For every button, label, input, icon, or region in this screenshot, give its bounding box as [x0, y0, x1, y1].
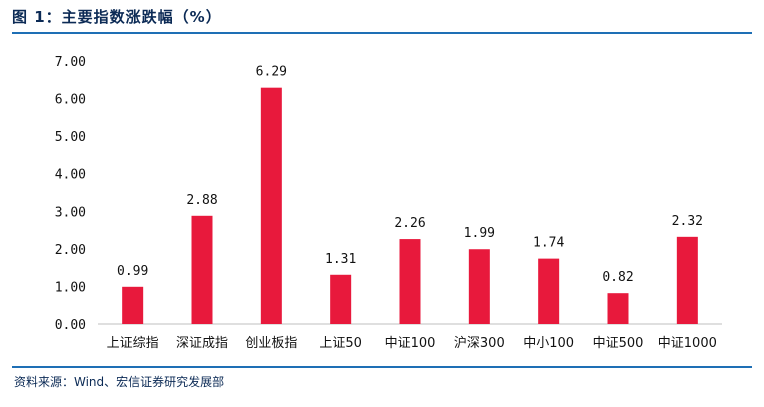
x-tick-label: 中证100 — [385, 336, 436, 351]
x-tick-label: 深证成指 — [176, 336, 228, 351]
bar — [676, 236, 698, 324]
bar — [468, 249, 490, 324]
x-tick-label: 中小100 — [523, 336, 574, 351]
figure-title: 图 1：主要指数涨跌幅（%） — [12, 8, 222, 26]
y-tick-label: 4.00 — [55, 168, 86, 183]
data-label: 2.88 — [186, 193, 217, 208]
x-tick-label: 沪深300 — [454, 335, 505, 351]
data-label: 6.29 — [256, 65, 287, 80]
bar — [330, 274, 352, 324]
data-label: 0.82 — [602, 270, 633, 285]
y-tick-label: 7.00 — [55, 55, 86, 70]
y-tick-label: 2.00 — [55, 243, 86, 258]
x-tick-label: 上证50 — [319, 336, 362, 351]
source-divider — [12, 366, 752, 368]
data-label: 1.99 — [464, 226, 495, 241]
source-note: 资料来源：Wind、宏信证券研究发展部 — [14, 375, 225, 389]
bar — [538, 258, 560, 324]
bar — [260, 87, 282, 324]
x-tick-label: 创业板指 — [245, 336, 297, 351]
bar — [191, 215, 213, 324]
y-tick-label: 6.00 — [55, 93, 86, 108]
x-tick-label: 上证综指 — [107, 336, 159, 351]
data-label: 1.74 — [533, 236, 564, 251]
bar — [607, 293, 629, 324]
y-tick-label: 5.00 — [55, 130, 86, 145]
y-tick-label: 0.00 — [55, 318, 86, 333]
data-label: 1.31 — [325, 252, 356, 267]
x-tick-label: 中证1000 — [658, 336, 717, 351]
y-tick-label: 3.00 — [55, 205, 86, 220]
bar — [122, 286, 144, 324]
bar-chart: 0.00 1.00 2.00 3.00 4.00 5.00 6.00 7.00 0.99 上证综指… — [55, 55, 722, 351]
x-tick-label: 中证500 — [593, 336, 644, 351]
y-tick-label: 1.00 — [55, 280, 86, 295]
data-label: 0.99 — [117, 264, 148, 279]
bar — [399, 239, 421, 324]
data-label: 2.26 — [394, 216, 425, 231]
data-label: 2.32 — [672, 214, 703, 229]
title-divider — [12, 32, 752, 34]
